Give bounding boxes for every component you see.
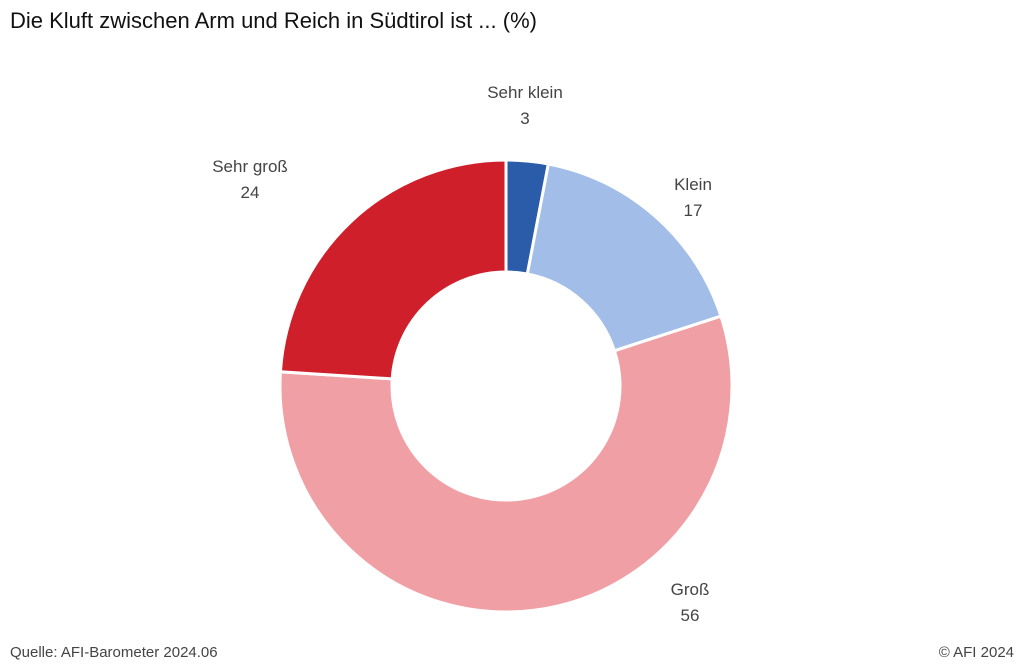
slice-label-klein: Klein 17 xyxy=(674,172,712,224)
chart-title: Die Kluft zwischen Arm und Reich in Südt… xyxy=(10,8,537,33)
slice-label-text: Groß xyxy=(670,580,710,599)
donut-slice-klein xyxy=(525,162,723,353)
slice-value: 56 xyxy=(680,606,700,625)
slice-value: 17 xyxy=(683,201,703,220)
slice-label-text: Sehr groß xyxy=(212,157,288,176)
slice-label-text: Sehr klein xyxy=(487,83,563,102)
source-note: Quelle: AFI-Barometer 2024.06 xyxy=(10,644,218,661)
donut-slice-gross xyxy=(278,314,734,614)
copyright-note: © AFI 2024 xyxy=(938,644,1014,661)
slice-label-sehr-klein: Sehr klein 3 xyxy=(487,80,563,132)
slice-label-gross: Groß 56 xyxy=(671,577,710,629)
slice-value: 3 xyxy=(520,109,530,128)
slice-label-sehr-gross: Sehr groß 24 xyxy=(212,154,288,206)
slice-value: 24 xyxy=(240,183,260,202)
slice-label-text: Klein xyxy=(674,175,712,194)
donut-slice-sehr-gross xyxy=(278,158,508,381)
